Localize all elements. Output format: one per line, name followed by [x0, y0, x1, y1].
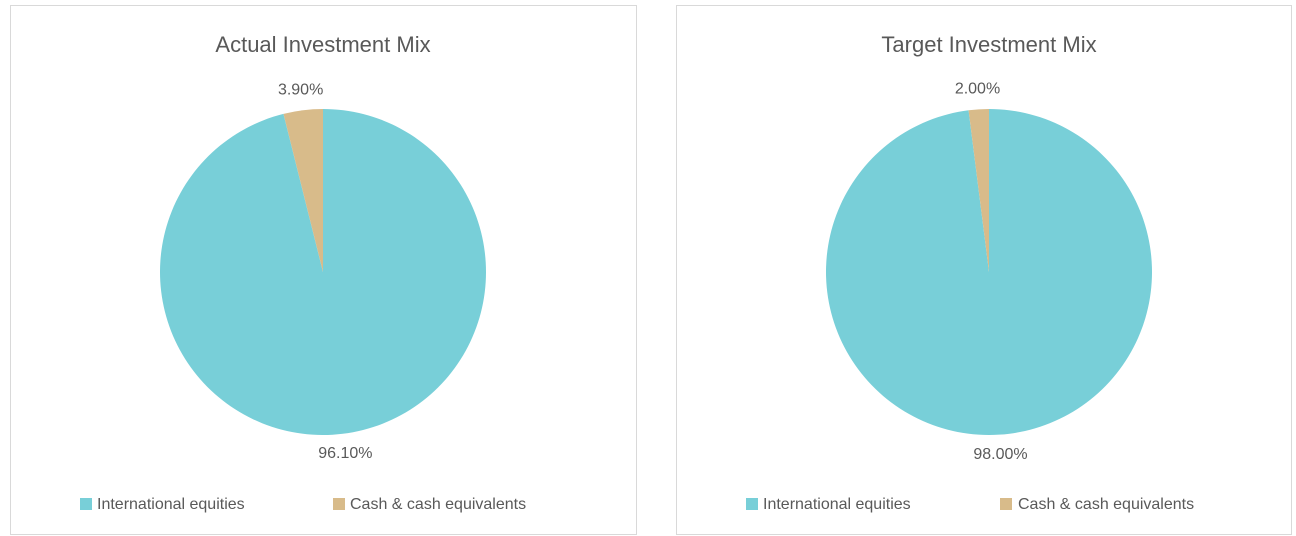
- legend-label: International equities: [97, 496, 245, 513]
- chart-title: Target Investment Mix: [881, 32, 1096, 57]
- legend-swatch: [1000, 498, 1012, 510]
- pie-slice: [283, 109, 323, 272]
- legend-swatch: [746, 498, 758, 510]
- pie-slice: [968, 109, 989, 272]
- legend-swatch: [80, 498, 92, 510]
- data-label: 96.10%: [318, 445, 372, 462]
- data-label: 2.00%: [955, 81, 1000, 98]
- chart-title: Actual Investment Mix: [215, 32, 430, 57]
- legend-label: Cash & cash equivalents: [1018, 496, 1194, 513]
- data-label: 98.00%: [973, 446, 1027, 463]
- legend-label: International equities: [763, 496, 911, 513]
- legend-label: Cash & cash equivalents: [350, 496, 526, 513]
- legend-swatch: [333, 498, 345, 510]
- data-label: 3.90%: [278, 82, 323, 99]
